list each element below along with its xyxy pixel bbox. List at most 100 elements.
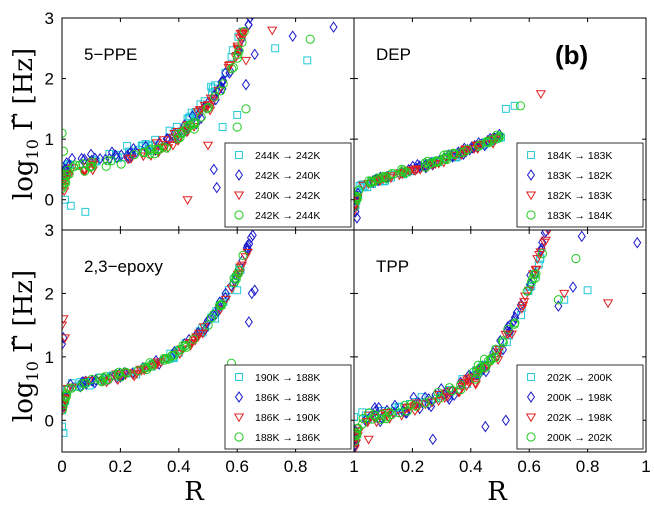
data-point	[216, 86, 226, 96]
y-tick-label: 0	[45, 411, 54, 430]
legend-marker	[526, 169, 536, 181]
legend-marker	[525, 413, 537, 423]
data-point	[517, 301, 529, 311]
data-point	[354, 438, 360, 448]
data-point	[116, 159, 126, 169]
data-point	[365, 178, 375, 188]
data-point	[390, 399, 400, 412]
data-point	[221, 287, 230, 300]
data-point	[492, 134, 502, 144]
data-point	[577, 230, 586, 243]
data-point	[217, 299, 227, 309]
x-tick-label: 1	[641, 457, 650, 476]
data-point	[220, 295, 232, 305]
data-point	[179, 341, 190, 351]
data-point	[400, 168, 410, 178]
data-point	[90, 376, 99, 389]
y-axis-title-top-sub: 10	[23, 139, 42, 159]
legend-box	[224, 142, 352, 228]
data-point	[494, 133, 504, 143]
data-point	[202, 141, 214, 151]
data-point	[483, 138, 494, 148]
data-point	[64, 383, 74, 394]
legend-marker	[527, 373, 535, 381]
legend-label: 182K → 183K	[547, 190, 612, 202]
data-point	[233, 49, 243, 59]
data-point	[81, 207, 90, 216]
x-tick-label: 0.2	[109, 457, 133, 476]
series-3	[62, 250, 248, 415]
data-point	[480, 139, 489, 152]
data-point	[66, 383, 77, 393]
data-point	[354, 436, 360, 446]
data-point	[181, 340, 191, 350]
data-point	[535, 90, 547, 100]
legend-marker	[235, 373, 243, 381]
panel-3: TPP 202K → 200K 200K → 198K 202K → 198K 200K…	[353, 229, 647, 453]
data-point	[537, 249, 547, 259]
data-point	[531, 269, 541, 279]
legend-marker	[234, 169, 244, 181]
data-point	[498, 343, 508, 356]
data-point	[238, 250, 248, 260]
panel-2: 2,3−epoxy 190K → 188K 186K → 188K 186K → 19…	[61, 229, 355, 453]
data-point	[245, 8, 254, 15]
data-point	[267, 26, 278, 36]
data-point	[358, 181, 369, 191]
data-point	[506, 319, 515, 331]
data-point	[204, 106, 216, 116]
data-point	[62, 315, 69, 325]
data-point	[380, 172, 390, 182]
data-points	[354, 230, 642, 452]
data-point	[409, 407, 421, 417]
data-point	[122, 368, 132, 378]
data-point	[491, 344, 501, 354]
panel-title: DEP	[376, 45, 411, 64]
data-point	[410, 167, 421, 176]
data-point	[509, 319, 520, 329]
data-point	[178, 340, 188, 350]
data-point	[169, 350, 179, 360]
data-point	[62, 174, 68, 185]
data-point	[442, 392, 453, 402]
data-point	[519, 292, 531, 302]
data-point	[247, 287, 256, 300]
data-point	[633, 236, 642, 249]
series-0	[62, 263, 245, 437]
data-point	[288, 30, 297, 42]
y-tick-label: 1	[45, 348, 54, 367]
data-point	[139, 147, 150, 158]
y-axis-title-bottom-tail: Γ̃ [Hz]	[9, 270, 39, 361]
data-point	[151, 139, 162, 149]
data-point	[462, 376, 473, 386]
data-point	[459, 147, 469, 157]
legend-label: 190K → 188K	[255, 372, 320, 384]
data-point	[354, 194, 360, 206]
x-tick-label: 0.6	[225, 457, 249, 476]
legend-marker	[233, 413, 245, 423]
data-point	[189, 334, 199, 344]
data-point	[109, 370, 119, 380]
data-point	[495, 131, 505, 141]
data-point	[459, 148, 471, 158]
data-point	[177, 128, 187, 138]
data-point	[374, 401, 383, 414]
data-point	[87, 157, 97, 167]
data-point	[62, 334, 71, 344]
data-points	[354, 90, 547, 224]
data-point	[233, 286, 242, 295]
data-point	[424, 398, 433, 411]
data-point	[181, 128, 192, 138]
data-point	[381, 173, 391, 184]
data-point	[229, 277, 239, 288]
data-point	[363, 435, 374, 445]
data-point	[435, 393, 445, 403]
data-point	[147, 361, 157, 371]
legend-label: 188K → 186K	[255, 432, 320, 444]
legend-label: 202K → 198K	[547, 412, 612, 424]
legend-marker	[234, 432, 244, 442]
y-tick-label: 3	[45, 221, 54, 240]
data-point	[62, 146, 69, 156]
x-tick-label: 0.6	[517, 457, 541, 476]
data-point	[250, 18, 254, 21]
